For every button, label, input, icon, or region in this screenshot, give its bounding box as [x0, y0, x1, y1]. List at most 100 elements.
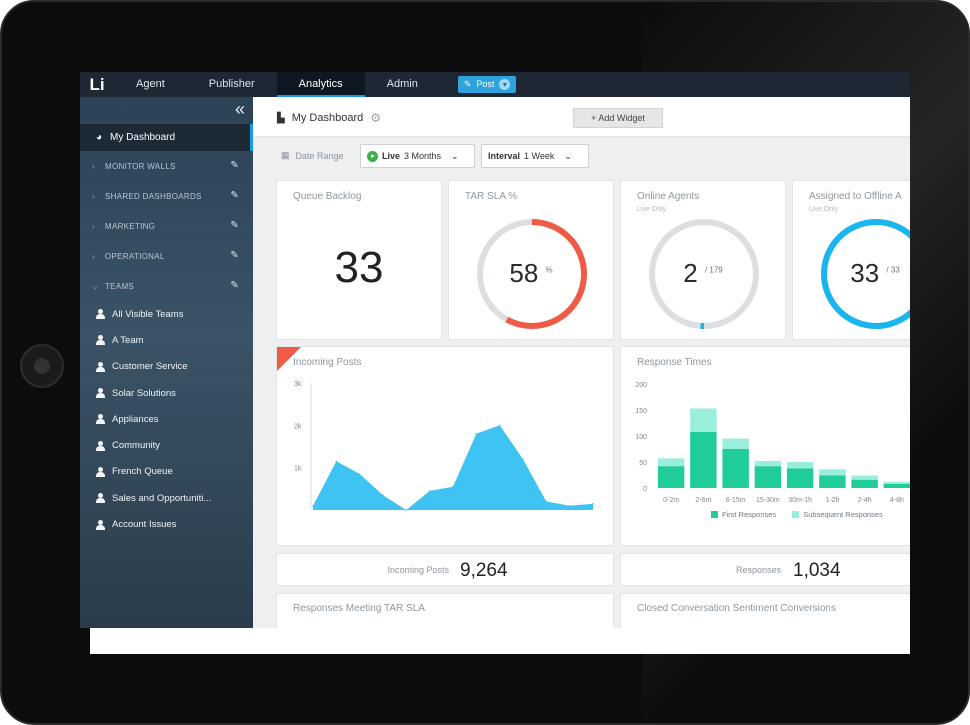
edit-pencil-icon[interactable]: ✎: [230, 280, 239, 291]
response-times-chart: 0 50 100 150 200 0-2m 2-6m 6-15m 15-30m 30m-1h 1-2…: [635, 382, 910, 504]
sidebar-item-team[interactable]: Appliances: [80, 406, 253, 432]
tar-sla-value-group: 58 %: [449, 258, 613, 289]
sidebar-item-team[interactable]: French Queue: [80, 459, 253, 485]
sidebar-item-team[interactable]: A Team: [80, 327, 253, 353]
tar-sla-widget[interactable]: TAR SLA % 58 %: [448, 180, 614, 340]
gear-icon[interactable]: ⚙: [370, 111, 382, 125]
add-widget-button[interactable]: + Add Widget: [573, 108, 663, 128]
online-agents-value-group: 2 / 179: [621, 258, 785, 289]
sidebar-section-operational[interactable]: › OPERATIONAL ✎: [80, 241, 253, 271]
online-agents-gauge: [649, 219, 759, 329]
assigned-offline-value-group: 33 / 33: [793, 258, 910, 289]
date-range-label-group: ▦ Date Range: [281, 150, 344, 161]
bar-first-responses: [851, 479, 878, 488]
person-icon: [96, 466, 105, 477]
widget-title: Online Agents: [637, 191, 700, 202]
online-agents-value: 2: [683, 258, 698, 288]
interval-value: 1 Week: [524, 151, 555, 161]
dashboard-content: ▙ My Dashboard ⚙ + Add Widget ▦ Date Ran…: [253, 97, 910, 628]
person-icon: [96, 309, 105, 320]
sidebar-item-my-dashboard[interactable]: ◕ My Dashboard: [80, 124, 253, 151]
nav-admin[interactable]: Admin: [386, 78, 418, 90]
gauge-arc: [649, 219, 759, 329]
tar-sla-gauge: [477, 219, 587, 329]
x-tick-label: 4-8h: [890, 497, 904, 504]
data-point: [382, 494, 384, 496]
edit-pencil-icon[interactable]: ✎: [230, 160, 239, 171]
sidebar-item-team[interactable]: Solar Solutions: [80, 380, 253, 406]
sidebar-section-marketing[interactable]: › MARKETING ✎: [80, 211, 253, 241]
widget-title: Assigned to Offline A: [809, 191, 902, 202]
sidebar-item-team[interactable]: Account Issues: [80, 511, 253, 537]
legend-swatch: [711, 511, 718, 518]
interval-select[interactable]: Interval 1 Week ⌄: [481, 144, 589, 168]
post-button-label: Post: [476, 79, 495, 89]
tar-sla-responses-widget[interactable]: Responses Meeting TAR SLA: [276, 593, 614, 628]
data-point: [358, 473, 361, 475]
nav-agent[interactable]: Agent: [136, 78, 165, 90]
sidebar-item-team[interactable]: Sales and Opportuniti...: [80, 485, 253, 511]
sidebar-section-teams[interactable]: ⌄ TEAMS ✎: [80, 271, 253, 301]
date-range-label: Date Range: [295, 150, 344, 161]
legend-item-subsequent[interactable]: Subsequent Responses: [792, 510, 883, 519]
app-logo[interactable]: Li: [89, 74, 105, 94]
screen-lower-bezel: [90, 628, 910, 654]
assigned-offline-widget[interactable]: Assigned to Offline A Live Only 33 / 33: [792, 180, 910, 340]
bar-subsequent-responses: [754, 460, 782, 467]
widget-subtitle: Live Only: [809, 206, 839, 213]
sidebar-item-team[interactable]: Customer Service: [80, 354, 253, 380]
sidebar-item-label: My Dashboard: [110, 132, 176, 143]
widget-title: Incoming Posts: [293, 357, 362, 368]
gauge-arc: [821, 219, 910, 329]
responses-stat[interactable]: Responses 1,034: [620, 553, 910, 586]
data-point: [475, 433, 478, 435]
sidebar-section-shared-dashboards[interactable]: › SHARED DASHBOARDS ✎: [80, 181, 253, 211]
incoming-posts-widget[interactable]: Incoming Posts 1k 2k 3k: [276, 346, 614, 546]
bar-first-responses: [754, 466, 782, 488]
post-button[interactable]: ✎ Post ▾: [457, 76, 517, 93]
sidebar-section-label: OPERATIONAL: [105, 251, 165, 261]
data-point: [522, 458, 524, 460]
sidebar-item-team[interactable]: All Visible Teams: [80, 301, 253, 327]
edit-pencil-icon[interactable]: ✎: [230, 220, 239, 231]
tablet-home-button: [20, 344, 64, 388]
y-tick-label: 150: [635, 408, 647, 415]
bar-first-responses: [819, 475, 846, 488]
data-point: [405, 509, 408, 511]
bar-first-responses: [722, 449, 749, 488]
dashboard-header: ▙ My Dashboard ⚙ + Add Widget: [253, 97, 910, 137]
x-tick-label: 1-2h: [825, 497, 839, 504]
sentiment-conversions-widget[interactable]: Closed Conversation Sentiment Conversion…: [620, 593, 910, 628]
edit-pencil-icon[interactable]: ✎: [230, 250, 239, 261]
stat-label: Incoming Posts: [387, 565, 449, 575]
live-play-icon: [367, 150, 378, 162]
stat-value: 1,034: [793, 560, 841, 581]
online-agents-widget[interactable]: Online Agents Live Only 2 / 179: [620, 180, 786, 340]
sidebar-section-monitor-walls[interactable]: › MONITOR WALLS ✎: [80, 151, 253, 181]
widget-title: Response Times: [637, 357, 712, 368]
nav-publisher[interactable]: Publisher: [208, 78, 255, 90]
widget-title: Queue Backlog: [293, 191, 362, 202]
bar-subsequent-responses: [819, 469, 846, 476]
queue-backlog-widget[interactable]: Queue Backlog 33: [276, 180, 442, 340]
data-point: [335, 460, 338, 463]
chevron-right-icon: ›: [92, 251, 95, 261]
bar-subsequent-responses: [786, 462, 814, 469]
edit-pencil-icon[interactable]: ✎: [230, 190, 239, 201]
data-point: [312, 504, 314, 507]
date-range-select[interactable]: Live 3 Months ⌄: [360, 144, 475, 168]
legend-item-first[interactable]: First Responses: [711, 510, 776, 519]
chevron-down-icon[interactable]: ▾: [499, 79, 511, 90]
x-tick-label: 2-6m: [695, 497, 711, 504]
sidebar-section-label: MARKETING: [105, 221, 156, 231]
incoming-posts-stat[interactable]: Incoming Posts 9,264: [276, 553, 614, 586]
legend-swatch: [792, 511, 800, 518]
team-label: Solar Solutions: [112, 387, 176, 399]
nav-analytics[interactable]: Analytics: [276, 72, 365, 97]
sidebar-item-team[interactable]: Community: [80, 432, 253, 458]
data-point: [428, 490, 431, 492]
response-times-widget[interactable]: Response Times 0 50 100 150 200 0-2m 2-6m 6-15m…: [620, 346, 910, 546]
chevron-right-icon: ›: [92, 191, 95, 201]
collapse-sidebar-icon[interactable]: «: [234, 99, 245, 119]
